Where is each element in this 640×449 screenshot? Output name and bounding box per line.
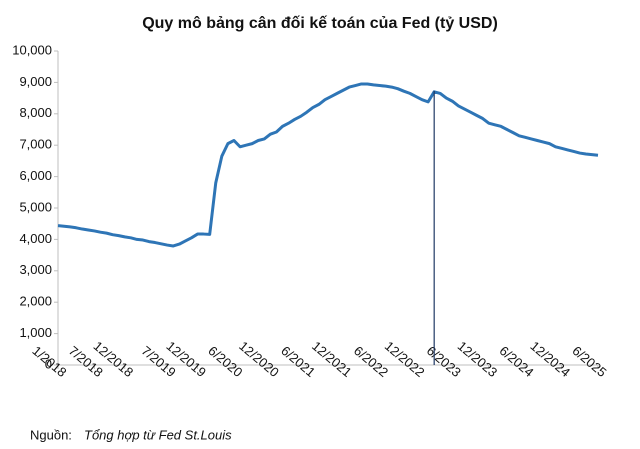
- x-tick-label: 6/2025: [569, 343, 609, 380]
- y-tick-label: 4,000: [19, 231, 52, 246]
- y-tick-label: 5,000: [19, 199, 52, 214]
- line-series: [57, 82, 599, 248]
- source: Tổng hợp từ Fed St.Louis: [84, 427, 232, 442]
- y-tick-label: 8,000: [19, 105, 52, 120]
- y-tick-label: 7,000: [19, 137, 52, 152]
- source-label: Nguồn:: [30, 427, 72, 442]
- x-tick-label: 1/2018: [29, 343, 69, 380]
- y-tick-label: 1,000: [19, 325, 52, 340]
- y-tick-label: 9,000: [19, 74, 52, 89]
- x-tick-label: 12/2023: [455, 338, 501, 380]
- y-tick-label: 0: [45, 356, 52, 371]
- x-tick-label: 12/2022: [382, 338, 428, 380]
- chart-title: Quy mô bảng cân đối kế toán của Fed (tỷ …: [142, 15, 498, 32]
- y-tick-label: 6,000: [19, 168, 52, 183]
- y-tick-label: 2,000: [19, 294, 52, 309]
- y-tick-label: 10,000: [12, 42, 52, 57]
- x-tick-label: 12/2024: [527, 338, 573, 380]
- x-tick-label: 12/2020: [236, 338, 282, 380]
- x-tick-label: 12/2021: [309, 338, 355, 380]
- y-tick-label: 3,000: [19, 262, 52, 277]
